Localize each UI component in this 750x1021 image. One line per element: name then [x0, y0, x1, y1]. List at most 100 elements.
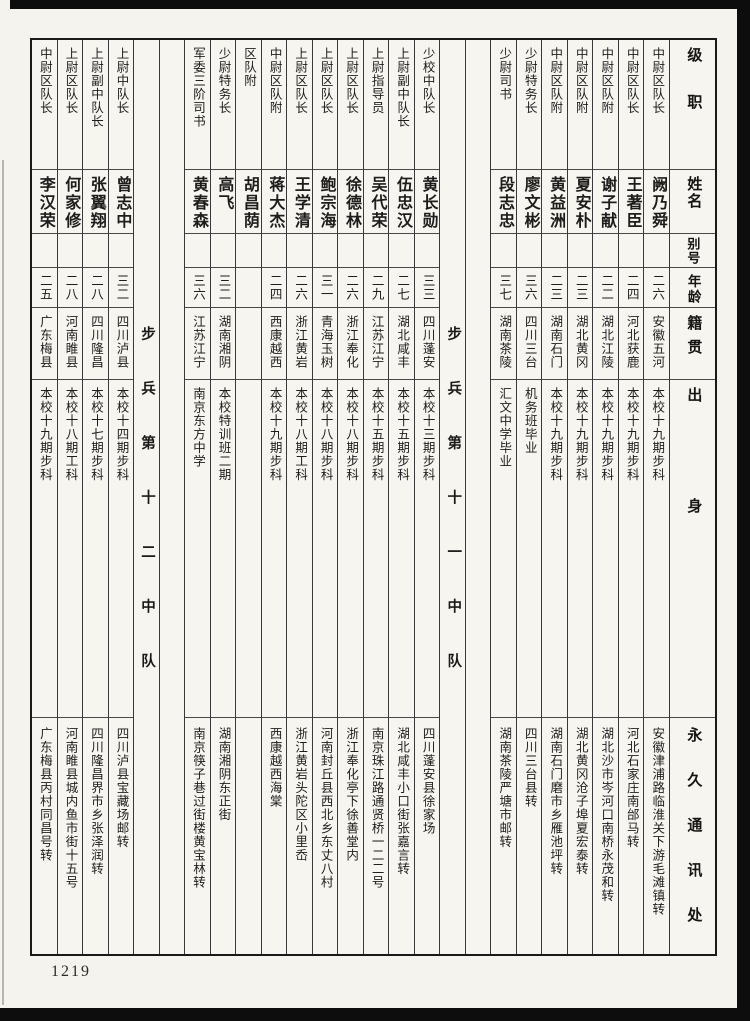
native-place-cell-text: 湖北咸丰	[395, 315, 410, 369]
name-cell: 徐德林	[338, 169, 363, 233]
education-cell-text: 机务班毕业	[522, 387, 537, 455]
person-column: 中尉区队附 夏安朴 二三 湖北黄冈 本校十九期步科 湖北黄冈沧子埠夏宏泰转	[566, 40, 593, 954]
person-column: 上尉指导员 吴代荣 二九 江苏江宁 本校十五期步科 南京珠江路通贤桥一二二号	[362, 40, 389, 954]
native-place-cell-text: 安徽五河	[650, 315, 665, 369]
name-cell-text: 黄长勋	[419, 176, 437, 230]
native-place-cell: 广东梅县	[32, 307, 57, 379]
name-cell-text: 王学清	[291, 176, 309, 230]
name-cell-text: 蒋大杰	[266, 176, 284, 230]
person-column: 中尉区队附 黄益洲 二三 湖南石门 本校十九期步科 湖南石门磨市乡雁池坪转	[541, 40, 567, 954]
age-cell-text: 二二	[599, 274, 614, 301]
spacer-column	[158, 40, 185, 954]
group-label-column: 步兵第十二中队	[133, 40, 159, 954]
education-cell-text: 本校十五期步科	[395, 387, 410, 482]
address-cell-text: 四川泸县宝藏场邮转	[114, 727, 129, 849]
address-cell-text: 湖北沙市岑河口南桥永茂和转	[599, 727, 614, 903]
header-native-place-cell: 籍贯	[670, 307, 715, 379]
header-rank-cell: 级职	[670, 40, 715, 169]
name-cell: 吴代荣	[363, 169, 389, 233]
scan-edge-left	[2, 160, 4, 1005]
age-cell: 三六	[185, 267, 210, 307]
rank-cell: 上尉区队长	[58, 40, 83, 169]
header-address-cell: 永久通讯处	[670, 717, 715, 954]
name-cell-text: 张翼翔	[87, 176, 105, 230]
person-column: 少尉特务长 高飞 三二 湖南湘阴 本校特训班二期 湖南湘阴东正街	[209, 40, 236, 954]
education-cell-text: 汇文中学毕业	[497, 387, 512, 468]
education-cell: 本校十三期步科	[414, 379, 440, 717]
address-cell: 西康越西海棠	[261, 717, 287, 954]
alias-cell	[338, 233, 363, 267]
rank-cell: 军委三阶司书	[185, 40, 210, 169]
age-cell: 三二	[108, 267, 134, 307]
address-cell-text: 河北石家庄南邰马转	[624, 727, 639, 849]
education-cell: 汇文中学毕业	[491, 379, 516, 717]
age-cell-text: 三七	[497, 274, 512, 301]
name-cell-text: 阙乃舜	[649, 176, 667, 230]
address-cell: 湖北咸丰小口街张嘉言转	[389, 717, 414, 954]
age-cell-text: 二六	[650, 274, 665, 301]
education-cell: 本校十八期工科	[57, 379, 83, 717]
name-cell: 王著臣	[618, 169, 644, 233]
age-cell-text: 二六	[344, 274, 359, 301]
native-place-cell-text: 四川三台	[522, 315, 537, 369]
person-column: 上尉区队长 王学清 二六 浙江黄岩 本校十八期工科 浙江黄岩头陀区小里岙	[286, 40, 312, 954]
native-place-cell-text: 四川蓬安	[420, 315, 435, 369]
address-cell-text: 湖北黄冈沧子埠夏宏泰转	[573, 727, 588, 876]
person-column: 少尉特务长 廖文彬 三六 四川三台 机务班毕业 四川三台县转	[515, 40, 542, 954]
native-place-cell: 四川隆昌	[83, 307, 108, 379]
education-cell-text: 本校十八期步科	[344, 387, 359, 482]
age-cell-text: 三二	[216, 274, 231, 301]
education-cell-text: 本校十七期步科	[88, 387, 103, 482]
rank-cell-text: 中尉区队附	[573, 47, 588, 115]
rank-cell-text: 少尉司书	[497, 47, 512, 101]
address-cell-text: 南京筷子巷过街楼黄宝林转	[191, 727, 206, 889]
education-cell-text: 本校十九期步科	[573, 387, 588, 482]
rank-cell-text: 区队附	[242, 47, 257, 88]
rank-cell-text: 少尉特务长	[522, 47, 537, 115]
rank-cell: 中尉区队附	[568, 40, 593, 169]
name-cell-text: 谢子献	[598, 176, 616, 230]
name-cell: 廖文彬	[516, 169, 542, 233]
header-origin-cell: 出身	[670, 379, 715, 717]
age-cell-text: 二七	[395, 274, 410, 301]
rank-cell-text: 上尉区队长	[63, 47, 78, 115]
education-cell-text: 本校十八期工科	[293, 387, 308, 482]
person-column: 中尉区队长 阙乃舜 二六 安徽五河 本校十九期步科 安徽津浦路临淮关下游毛滩镇转	[643, 40, 669, 954]
address-cell: 河南睢县城内鱼市街十五号	[57, 717, 83, 954]
person-column: 中尉区队附 蒋大杰 二四 西康越西 本校十九期步科 西康越西海棠	[260, 40, 287, 954]
scan-edge-bottom	[0, 1008, 750, 1021]
rank-cell-text: 中尉区队长	[37, 47, 52, 115]
education-cell-text: 本校十九期步科	[548, 387, 563, 482]
address-cell: 河南封丘县西北乡东丈八村	[312, 717, 338, 954]
spacer-column	[464, 40, 491, 954]
person-column: 区队附 胡昌荫	[235, 40, 261, 954]
address-cell-text: 南京珠江路通贤桥一二二号	[369, 727, 384, 889]
person-column: 上尉区队长 徐德林 二六 浙江奉化 本校十八期步科 浙江奉化亭下徐善堂内	[337, 40, 363, 954]
age-cell-text: 三六	[522, 274, 537, 301]
native-place-cell: 江苏江宁	[185, 307, 210, 379]
name-cell-text: 何家修	[62, 176, 80, 230]
rank-cell: 中尉区队长	[644, 40, 669, 169]
rank-cell: 少尉司书	[491, 40, 516, 169]
name-cell: 张翼翔	[83, 169, 108, 233]
education-cell: 本校十八期工科	[287, 379, 312, 717]
education-cell: 机务班毕业	[516, 379, 542, 717]
native-place-cell-text: 河南睢县	[63, 315, 78, 369]
native-place-cell: 安徽五河	[644, 307, 669, 379]
rank-cell-text: 上尉区队长	[293, 47, 308, 115]
person-column: 军委三阶司书 黄春森 三六 江苏江宁 南京东方中学 南京筷子巷过街楼黄宝林转	[184, 40, 210, 954]
age-cell: 二四	[261, 267, 287, 307]
rank-cell: 中尉区队附	[542, 40, 567, 169]
native-place-cell: 河南睢县	[57, 307, 83, 379]
address-cell-text: 河南封丘县西北乡东丈八村	[318, 727, 333, 889]
person-column: 上尉区队长 鲍宗海 三一 青海玉树 本校十八期步科 河南封丘县西北乡东丈八村	[311, 40, 338, 954]
address-cell: 南京珠江路通贤桥一二二号	[363, 717, 389, 954]
education-cell: 本校十九期步科	[567, 379, 593, 717]
group-label-column: 步兵第十一中队	[439, 40, 465, 954]
address-cell-text: 河南睢县城内鱼市街十五号	[63, 727, 78, 889]
person-column: 上尉副中队长 张翼翔 二八 四川隆昌 本校十七期步科 四川隆昌界市乡张泽润转	[82, 40, 108, 954]
rank-cell-text: 中尉区队附	[548, 47, 563, 115]
age-cell: 二三	[542, 267, 567, 307]
education-cell: 本校十九期步科	[542, 379, 567, 717]
address-cell-text: 四川隆昌界市乡张泽润转	[88, 727, 103, 876]
